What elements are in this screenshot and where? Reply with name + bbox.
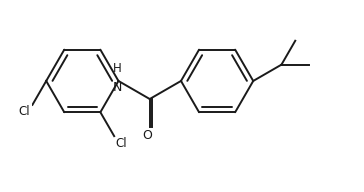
Text: Cl: Cl — [116, 137, 127, 150]
Text: H: H — [113, 62, 122, 75]
Text: O: O — [142, 129, 152, 142]
Text: Cl: Cl — [18, 105, 30, 118]
Text: N: N — [113, 81, 122, 94]
